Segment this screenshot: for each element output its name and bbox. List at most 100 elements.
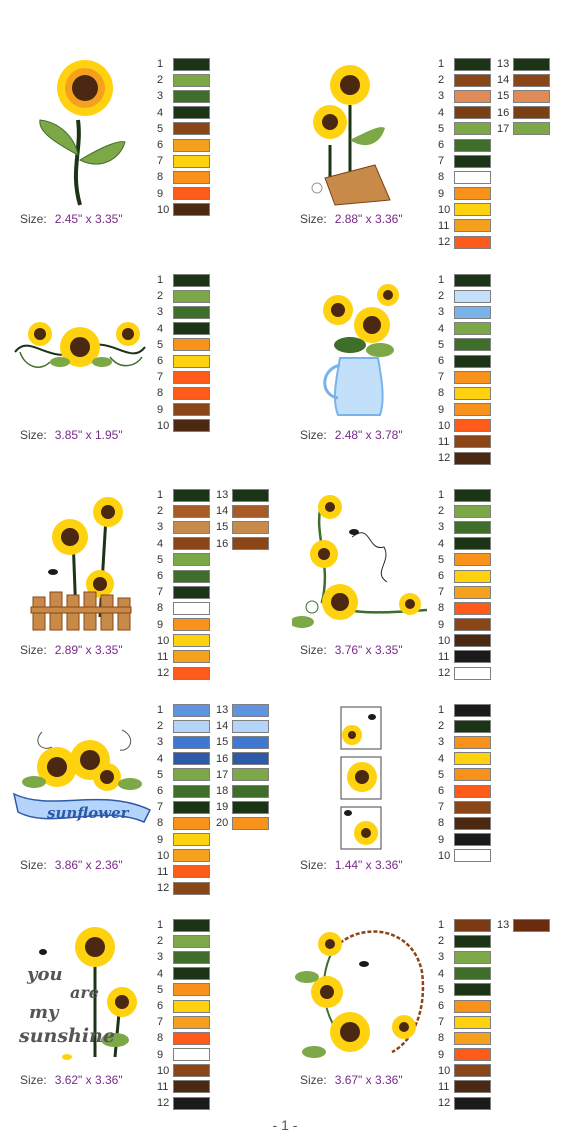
color-number: 9 bbox=[438, 403, 445, 416]
color-swatch-row: 7 bbox=[438, 799, 491, 815]
color-number: 6 bbox=[157, 355, 164, 368]
color-swatch bbox=[454, 950, 491, 964]
color-number: 5 bbox=[157, 983, 164, 996]
color-number: 13 bbox=[216, 704, 229, 717]
color-number: 12 bbox=[438, 452, 451, 465]
color-number: 11 bbox=[438, 219, 450, 232]
color-swatch bbox=[173, 816, 210, 830]
color-swatch-row: 11 bbox=[157, 1079, 210, 1095]
color-number: 10 bbox=[438, 634, 451, 647]
color-swatch bbox=[454, 1064, 491, 1078]
color-number: 9 bbox=[438, 187, 445, 200]
color-swatch bbox=[454, 338, 491, 352]
color-swatch-row: 5 bbox=[438, 121, 491, 137]
color-number: 5 bbox=[438, 553, 445, 566]
color-swatch-row: 3 bbox=[438, 949, 491, 965]
color-swatch bbox=[232, 537, 269, 551]
color-swatch bbox=[232, 520, 269, 534]
color-swatch bbox=[232, 768, 269, 782]
color-swatch bbox=[232, 784, 269, 798]
color-swatch-row: 7 bbox=[157, 584, 210, 600]
color-swatch-row: 2 bbox=[438, 503, 491, 519]
color-number: 4 bbox=[157, 967, 164, 980]
color-swatch bbox=[454, 138, 491, 152]
color-palette: 1 2 3 4 5 6 7 8 9 10 11 12 bbox=[438, 56, 491, 250]
color-swatch-row: 13 bbox=[216, 702, 269, 718]
color-number: 6 bbox=[438, 1000, 445, 1013]
color-number: 6 bbox=[438, 355, 445, 368]
color-number: 10 bbox=[157, 419, 170, 432]
color-number: 4 bbox=[157, 752, 164, 765]
color-swatch bbox=[173, 273, 210, 287]
color-swatch-row: 2 bbox=[438, 72, 491, 88]
color-swatch-row: 5 bbox=[438, 337, 491, 353]
color-swatch bbox=[454, 999, 491, 1013]
color-swatch-row: 9 bbox=[157, 402, 210, 418]
color-swatch bbox=[173, 1031, 210, 1045]
color-number: 8 bbox=[157, 1032, 164, 1045]
color-swatch-row: 9 bbox=[438, 617, 491, 633]
color-swatch-row: 4 bbox=[438, 751, 491, 767]
color-swatch-row: 6 bbox=[438, 783, 491, 799]
color-swatch-row: 15 bbox=[216, 519, 269, 535]
color-swatch-row: 6 bbox=[438, 568, 491, 584]
color-swatch-row: 14 bbox=[216, 718, 269, 734]
design-size: Size: 3.62" x 3.36" bbox=[20, 1073, 123, 1087]
banner-text: sunflower bbox=[47, 804, 130, 822]
color-swatch bbox=[454, 833, 491, 847]
design-size: Size: 2.45" x 3.35" bbox=[20, 212, 123, 226]
color-swatch bbox=[173, 1015, 210, 1029]
color-swatch bbox=[173, 585, 210, 599]
color-number: 4 bbox=[438, 537, 445, 550]
color-number: 9 bbox=[157, 187, 164, 200]
color-number: 20 bbox=[216, 817, 229, 830]
color-swatch bbox=[173, 719, 210, 733]
color-swatch bbox=[454, 768, 491, 782]
color-swatch bbox=[173, 553, 210, 567]
color-swatch-row: 1 bbox=[157, 56, 210, 72]
color-swatch-row: 5 bbox=[157, 121, 210, 137]
color-swatch bbox=[454, 934, 491, 948]
color-number: 5 bbox=[438, 983, 445, 996]
color-number: 15 bbox=[216, 736, 229, 749]
design-size: Size: 1.44" x 3.36" bbox=[300, 858, 403, 872]
color-swatch bbox=[173, 504, 210, 518]
color-swatch bbox=[454, 89, 491, 103]
color-swatch-row: 10 bbox=[157, 202, 210, 218]
color-number: 6 bbox=[438, 570, 445, 583]
color-number: 6 bbox=[157, 139, 164, 152]
color-swatch bbox=[454, 719, 491, 733]
color-number: 14 bbox=[216, 720, 229, 733]
color-swatch-row: 6 bbox=[157, 137, 210, 153]
color-swatch-row: 4 bbox=[438, 966, 491, 982]
color-swatch bbox=[173, 386, 210, 400]
color-swatch bbox=[232, 735, 269, 749]
color-swatch bbox=[454, 634, 491, 648]
design-size: Size: 2.48" x 3.78" bbox=[300, 428, 403, 442]
color-number: 4 bbox=[157, 322, 164, 335]
color-palette-extra: 13 bbox=[497, 917, 550, 933]
color-number: 5 bbox=[438, 338, 445, 351]
color-swatch bbox=[454, 735, 491, 749]
color-swatch bbox=[173, 666, 210, 680]
color-swatch bbox=[173, 784, 210, 798]
color-swatch-row: 10 bbox=[438, 848, 491, 864]
color-swatch bbox=[454, 73, 491, 87]
color-number: 8 bbox=[157, 171, 164, 184]
color-number: 8 bbox=[438, 602, 445, 615]
color-number: 14 bbox=[497, 74, 510, 87]
color-swatch bbox=[454, 203, 491, 217]
color-swatch-row: 16 bbox=[497, 105, 550, 121]
color-number: 1 bbox=[157, 489, 164, 502]
color-swatch bbox=[173, 983, 210, 997]
color-swatch bbox=[513, 106, 550, 120]
color-swatch bbox=[513, 73, 550, 87]
color-swatch-row: 10 bbox=[157, 418, 210, 434]
color-swatch bbox=[173, 634, 210, 648]
color-swatch-row: 5 bbox=[438, 767, 491, 783]
color-number: 7 bbox=[438, 801, 445, 814]
color-swatch-row: 4 bbox=[157, 321, 210, 337]
color-swatch-row: 5 bbox=[157, 982, 210, 998]
color-number: 6 bbox=[157, 785, 164, 798]
color-number: 8 bbox=[438, 1032, 445, 1045]
